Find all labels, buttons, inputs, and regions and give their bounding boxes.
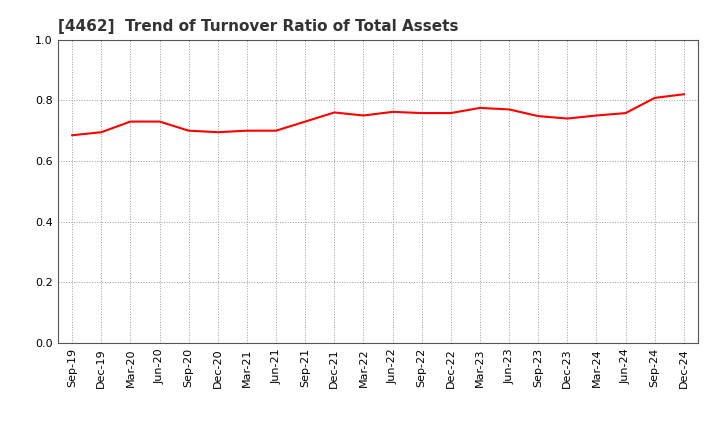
Text: [4462]  Trend of Turnover Ratio of Total Assets: [4462] Trend of Turnover Ratio of Total … [58, 19, 458, 34]
